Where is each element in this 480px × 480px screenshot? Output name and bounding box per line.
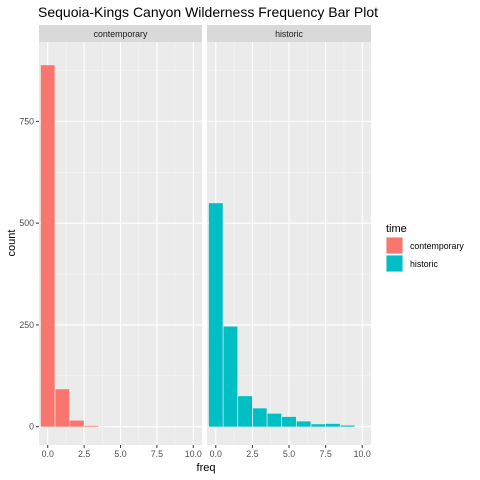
- strip-background: [39, 25, 202, 42]
- x-tick-label: 0.0: [42, 449, 54, 459]
- bar-contemporary-3: [84, 425, 99, 427]
- legend-title: time: [386, 223, 407, 235]
- y-tick-label: 0: [29, 422, 34, 432]
- x-tick-label: 5.0: [283, 449, 295, 459]
- x-tick-label: 2.5: [246, 449, 258, 459]
- bar-historic-0: [208, 203, 223, 427]
- x-tick-label: 0.0: [210, 449, 222, 459]
- x-tick-label: 7.5: [151, 449, 163, 459]
- chart-title: Sequoia-Kings Canyon Wilderness Frequenc…: [38, 4, 378, 20]
- y-tick-label: 250: [19, 320, 34, 330]
- x-axis-title: freq: [197, 462, 216, 474]
- bar-historic-4: [267, 413, 282, 427]
- bar-historic-1: [223, 326, 238, 427]
- bar-contemporary-0: [40, 65, 55, 427]
- panel-historic: historic 0.0 2.5 5.0 7.5 10.0: [207, 25, 371, 459]
- panels: contemporary 0.0 2.5 5.0 7.5 10.0 historic 0.0 2…: [39, 25, 371, 459]
- legend-label-contemporary: contemporary: [410, 241, 464, 251]
- legend-swatch-contemporary: [386, 237, 403, 254]
- y-axis: 0 250 500 750: [19, 116, 39, 432]
- strip-label-contemporary: contemporary: [94, 29, 148, 39]
- y-tick-label: 500: [19, 218, 34, 228]
- bar-contemporary-1: [55, 389, 70, 427]
- panel-contemporary: contemporary 0.0 2.5 5.0 7.5 10.0: [39, 25, 202, 459]
- strip-background: [207, 25, 371, 42]
- x-tick-label: 10.0: [185, 449, 202, 459]
- bar-historic-6: [296, 421, 311, 427]
- x-tick-label: 2.5: [78, 449, 90, 459]
- bar-historic-7: [311, 424, 326, 427]
- legend: time contemporary historic: [386, 223, 464, 272]
- x-tick-label: 10.0: [354, 449, 371, 459]
- legend-label-historic: historic: [410, 259, 438, 269]
- bar-contemporary-2: [69, 420, 84, 427]
- bar-historic-9: [340, 425, 355, 427]
- x-tick-label: 5.0: [114, 449, 126, 459]
- y-tick-label: 750: [19, 116, 34, 126]
- strip-label-historic: historic: [275, 29, 303, 39]
- bar-historic-3: [252, 408, 267, 427]
- x-tick-label: 7.5: [319, 449, 331, 459]
- bar-historic-5: [282, 416, 296, 427]
- y-axis-title: count: [6, 230, 18, 257]
- legend-swatch-historic: [386, 255, 403, 272]
- bar-historic-2: [238, 396, 253, 427]
- bar-historic-8: [325, 423, 340, 427]
